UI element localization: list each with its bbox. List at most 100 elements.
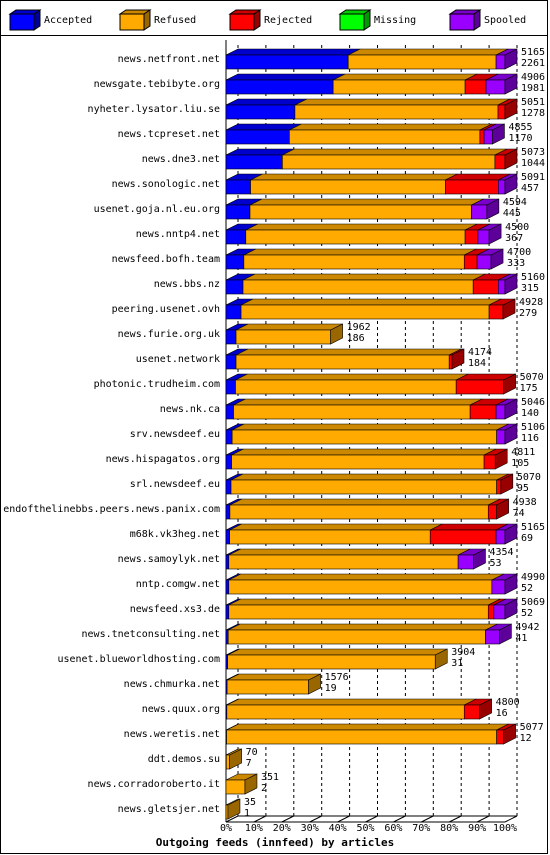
bar-front bbox=[225, 504, 231, 520]
bar-front bbox=[225, 404, 234, 420]
accepted-label: 279 bbox=[519, 308, 537, 319]
offered-label: 1962 bbox=[347, 322, 371, 333]
legend-swatch bbox=[33, 9, 41, 31]
bar-front bbox=[225, 329, 237, 345]
y-tick-label: usenet.network bbox=[136, 354, 220, 365]
legend-swatch bbox=[363, 9, 371, 31]
offered-label: 4594 bbox=[503, 197, 527, 208]
offered-label: 5165 bbox=[521, 522, 545, 533]
y-tick-label: ddt.demos.su bbox=[148, 754, 220, 765]
bar-front bbox=[282, 154, 496, 170]
bar-front bbox=[487, 504, 497, 520]
bar-front bbox=[495, 404, 506, 420]
bar-segment bbox=[230, 473, 509, 495]
tick-mark bbox=[253, 815, 267, 823]
offered-label: 4811 bbox=[511, 447, 535, 458]
bar-side bbox=[492, 123, 505, 145]
bar-segment bbox=[231, 448, 497, 470]
bar-top bbox=[230, 473, 509, 481]
y-tick-label: endofthelinebbs.peers.news.panix.com bbox=[3, 504, 220, 515]
bar-segment bbox=[225, 48, 361, 70]
bar-top bbox=[225, 98, 308, 106]
bar-side bbox=[490, 248, 504, 270]
accepted-label: 2261 bbox=[521, 58, 545, 69]
bar-segment bbox=[229, 523, 443, 545]
bar-front bbox=[225, 229, 247, 245]
bar-front bbox=[231, 454, 485, 470]
bar-segment bbox=[249, 198, 484, 220]
legend-item: Accepted bbox=[8, 9, 92, 31]
bar-side bbox=[504, 573, 518, 595]
bar-top bbox=[226, 698, 477, 706]
accepted-label: 175 bbox=[520, 383, 538, 394]
bar-top bbox=[233, 398, 483, 406]
bar-segment bbox=[226, 723, 509, 745]
bar-segment bbox=[457, 548, 486, 570]
bar-front bbox=[225, 379, 236, 395]
offered-label: 5160 bbox=[521, 272, 545, 283]
bar-top bbox=[294, 98, 511, 106]
bar-top bbox=[225, 73, 346, 81]
legend-label: Spooled bbox=[484, 15, 526, 26]
offered-label: 4938 bbox=[513, 497, 537, 508]
bar-front bbox=[471, 204, 488, 220]
bar-side bbox=[229, 748, 242, 770]
bar-front bbox=[227, 629, 486, 645]
bar-front bbox=[495, 529, 506, 545]
bar-segment bbox=[225, 123, 302, 145]
bar-segment bbox=[448, 348, 465, 370]
bar-top bbox=[226, 673, 321, 681]
bar-segment bbox=[243, 248, 477, 270]
legend-swatch bbox=[119, 13, 145, 31]
bar-front bbox=[249, 204, 472, 220]
bar-top bbox=[228, 573, 505, 581]
bar-front bbox=[444, 179, 499, 195]
accepted-label: 1981 bbox=[521, 83, 545, 94]
bar-segment bbox=[226, 698, 477, 720]
bar-top bbox=[242, 273, 486, 281]
offered-label: 1576 bbox=[325, 672, 349, 683]
bar-segment bbox=[235, 373, 469, 395]
bar-segment bbox=[226, 673, 321, 695]
bar-front bbox=[225, 579, 230, 595]
bar-segment bbox=[495, 48, 518, 70]
offered-label: 4700 bbox=[507, 247, 531, 258]
bar-front bbox=[235, 329, 331, 345]
accepted-label: 186 bbox=[347, 333, 365, 344]
bar-segment bbox=[225, 73, 346, 95]
bar-side bbox=[503, 723, 516, 745]
bar-segment bbox=[347, 48, 509, 70]
bar-side bbox=[504, 98, 518, 120]
bar-top bbox=[245, 223, 478, 231]
bar-top bbox=[225, 123, 302, 131]
bar-front bbox=[225, 479, 232, 495]
legend-label: Missing bbox=[374, 15, 416, 26]
bar-front bbox=[240, 304, 490, 320]
legend-swatch bbox=[253, 9, 261, 31]
bar-front bbox=[457, 554, 474, 570]
bar-top bbox=[228, 548, 471, 556]
bar-top bbox=[229, 498, 501, 506]
offered-label: 5070 bbox=[520, 372, 544, 383]
accepted-label: 74 bbox=[513, 508, 525, 519]
bar-front bbox=[230, 479, 497, 495]
bar-front bbox=[242, 279, 474, 295]
tick-mark bbox=[504, 815, 518, 823]
bar-front bbox=[497, 104, 506, 120]
offered-label: 4928 bbox=[519, 297, 543, 308]
tick-mark bbox=[448, 815, 462, 823]
x-tick-label: 90% bbox=[468, 823, 486, 834]
bar-front bbox=[225, 304, 242, 320]
accepted-label: 53 bbox=[489, 558, 501, 569]
bar-segment bbox=[250, 173, 458, 195]
bar-side bbox=[504, 523, 518, 545]
offered-label: 3904 bbox=[451, 647, 475, 658]
bar-front bbox=[225, 279, 244, 295]
bar-segment bbox=[242, 273, 486, 295]
offered-label: 5091 bbox=[521, 172, 545, 183]
bar-front bbox=[225, 529, 230, 545]
y-tick-label: newsgate.tebibyte.org bbox=[94, 79, 220, 90]
bar-segment bbox=[488, 298, 516, 320]
bar-side bbox=[500, 473, 514, 495]
bar-front bbox=[289, 129, 481, 145]
